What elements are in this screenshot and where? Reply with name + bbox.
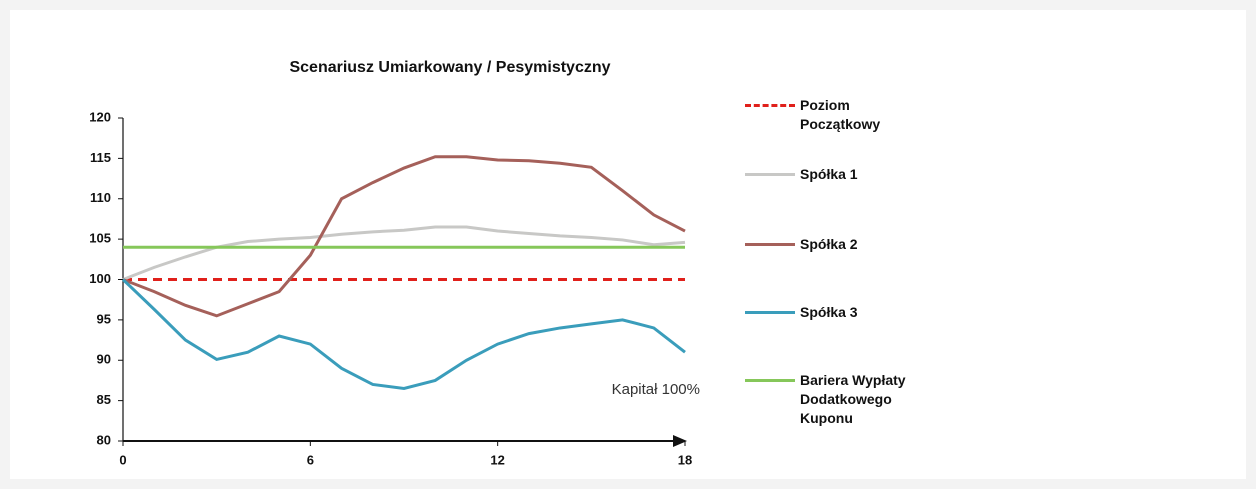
legend-entry: Spółka 1 [745,165,920,184]
series-line [122,225,686,281]
annotation: Kapitał 100% [612,381,700,398]
legend-entry: Poziom Początkowy [745,96,910,134]
chart-title: Scenariusz Umiarkowany / Pesymistyczny [289,59,610,76]
legend-swatch [745,243,795,246]
series-line [122,155,686,318]
x-tick-label: 18 [678,452,692,467]
legend-swatch [745,311,795,314]
legend-entry: Bariera Wypłaty Dodatkowego Kuponu [745,371,930,428]
x-tick-label: 6 [307,452,314,467]
legend-label: Spółka 3 [800,304,858,320]
legend-entry: Spółka 2 [745,235,920,254]
legend-label: Poziom Początkowy [800,97,881,132]
y-tick-label: 105 [89,231,111,246]
legend-label: Spółka 2 [800,236,858,252]
y-tick-label: 100 [89,271,111,286]
y-tick-label: 120 [89,109,111,124]
legend-swatch [745,104,795,107]
y-tick-label: 115 [90,150,111,165]
y-tick-label: 95 [97,311,111,326]
legend-swatch [745,173,795,176]
legend-label: Bariera Wypłaty Dodatkowego Kuponu [800,372,906,426]
x-axis-arrow [673,435,687,447]
x-tick-label: 12 [490,452,504,467]
y-tick-label: 90 [97,352,111,367]
y-tick-label: 110 [90,190,111,205]
legend-swatch [745,379,795,382]
legend-entry: Spółka 3 [745,303,920,322]
x-tick-label: 0 [119,452,126,467]
y-tick-label: 85 [97,392,111,407]
panel [10,10,1246,479]
series-line [121,278,686,391]
legend-label: Spółka 1 [800,166,858,182]
y-tick-label: 80 [97,432,111,447]
